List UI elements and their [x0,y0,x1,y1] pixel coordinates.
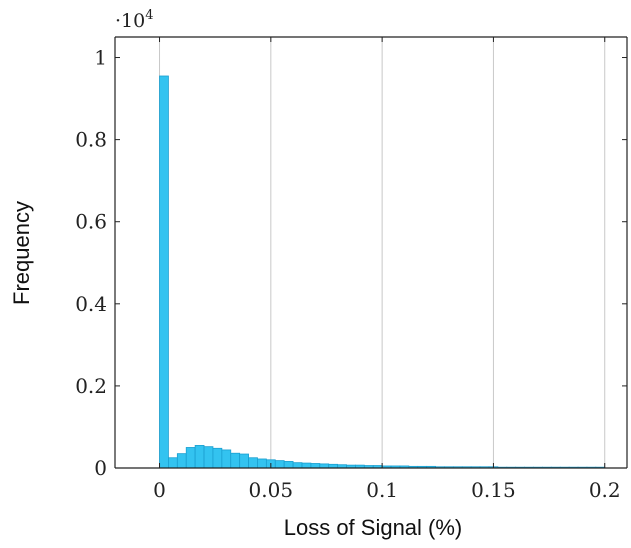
histogram-bar [185,447,196,469]
histogram-bar [168,457,178,469]
y-tick-label: 0 [94,456,107,480]
histogram-bar [274,460,285,469]
axes [114,36,628,469]
x-tick-label: 0.05 [249,478,294,502]
histogram-bar [176,453,187,469]
y-tick-label: 0.4 [75,292,107,316]
histogram-bar [301,462,312,469]
y-scale-multiplier: ·104 [115,8,154,32]
x-tick-label: 0.2 [589,478,621,502]
x-tick-label: 0.15 [471,478,516,502]
histogram-bar [212,447,223,469]
histogram-bar [292,462,303,469]
tick-labels: 0 0.05 0.1 0.15 0.2 0 0.2 0.4 0.6 0.8 1 [75,46,620,502]
x-tick-label: 0 [153,478,166,502]
histogram-bar [239,453,249,469]
histogram-bars [159,75,606,469]
histogram-bar [257,458,267,469]
histogram-bar [203,446,214,469]
histogram-bar [283,461,294,469]
y-tick-label: 0.2 [75,374,107,398]
histogram-bar [248,457,258,469]
histogram-bar [319,463,330,469]
y-axis-title: Frequency [9,201,34,305]
x-axis-title: Loss of Signal (%) [284,515,463,540]
y-tick-label: 1 [94,46,107,70]
histogram-bar [230,452,241,469]
x-tick-label: 0.1 [366,478,398,502]
histogram-bar [221,449,232,469]
histogram-bar [194,445,205,469]
grid-lines [159,37,606,468]
y-tick-label: 0.6 [75,210,107,234]
histogram-bar [310,463,321,469]
histogram-bar [159,75,169,469]
y-tick-label: 0.8 [75,128,107,152]
